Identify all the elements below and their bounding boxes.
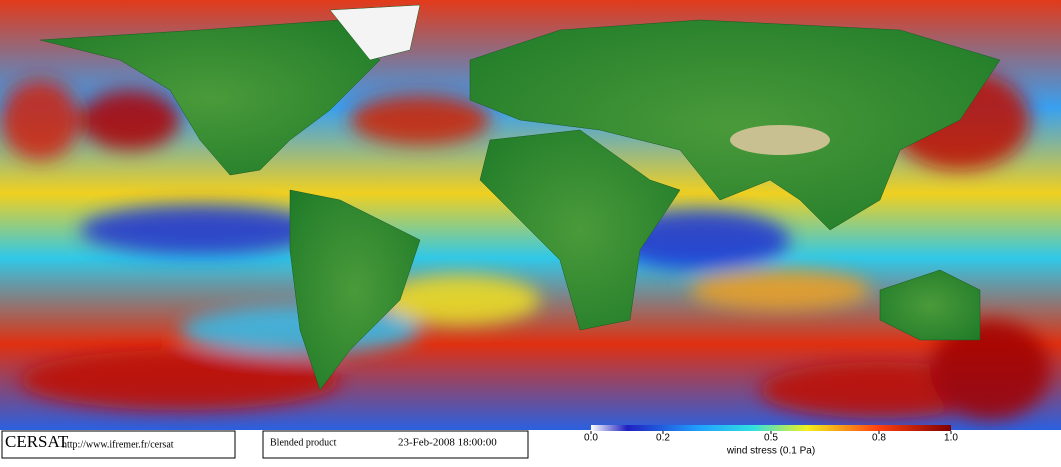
- colorbar-tick-label: 0.5: [764, 433, 778, 444]
- credit-box: [1, 430, 236, 459]
- logo: CERSAT: [5, 432, 69, 451]
- timestamp: 23-Feb-2008 18:00:00: [398, 437, 497, 449]
- land: [39, 4, 1001, 391]
- colorbar-tick-label: 0.8: [872, 433, 886, 444]
- colorbar-tick-label: 1.0: [944, 433, 958, 444]
- colorbar: [591, 425, 951, 431]
- product-box: [262, 430, 529, 459]
- colorbar-tick-label: 0.0: [584, 433, 598, 444]
- product: Blended product: [270, 437, 337, 448]
- colorbar-tick-label: 0.2: [656, 433, 670, 444]
- colorbar-label: wind stress (0.1 Pa): [726, 446, 815, 457]
- url: http://www.ifremer.fr/cersat: [62, 439, 174, 450]
